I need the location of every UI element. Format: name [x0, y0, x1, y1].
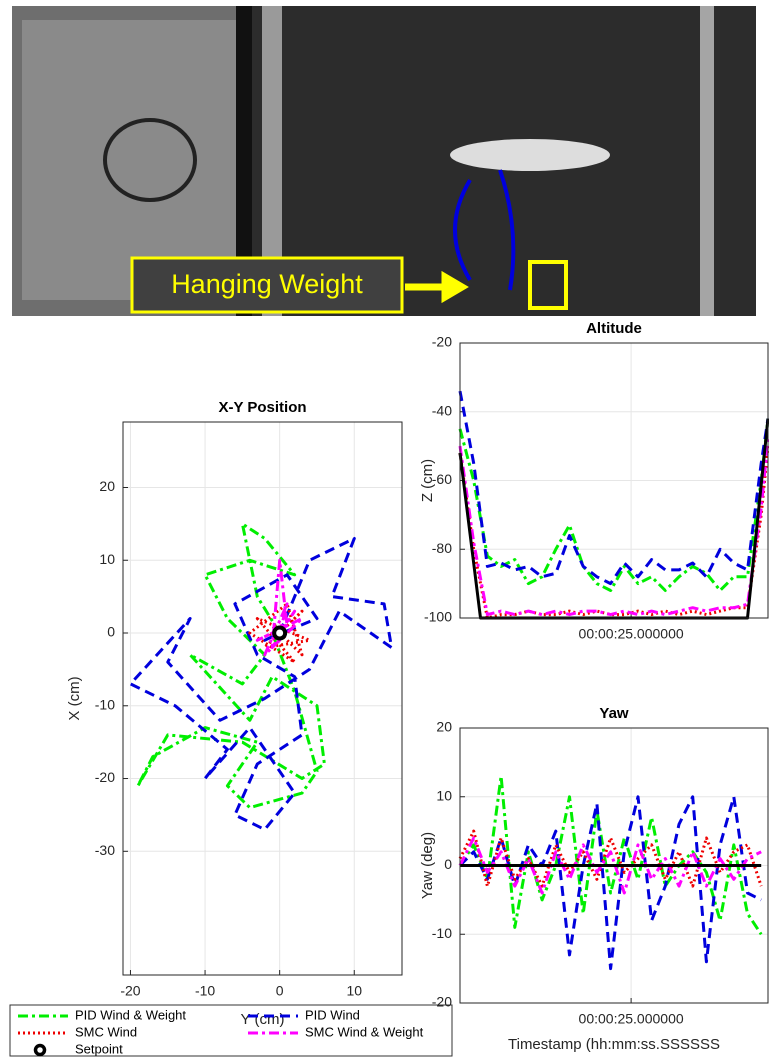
- photo: Hanging Weight: [12, 6, 756, 316]
- x-tick-label: 00:00:25.000000: [579, 626, 684, 642]
- figure: Hanging Weight -30-20-1001020-20-10010X-…: [0, 0, 769, 1058]
- legend-label: SMC Wind & Weight: [305, 1024, 424, 1039]
- y-tick-label: 0: [444, 856, 452, 872]
- y-tick-label: -20: [432, 994, 452, 1010]
- y-tick-label: -10: [95, 696, 115, 712]
- y-tick-label: -20: [432, 334, 452, 350]
- y-tick-label: -40: [432, 402, 452, 418]
- y-tick-label: -80: [432, 540, 452, 556]
- legend-label: PID Wind: [305, 1007, 360, 1022]
- x-axis-label: Timestamp (hh:mm:ss.SSSSSS: [508, 1036, 720, 1053]
- legend-label: SMC Wind: [75, 1024, 137, 1039]
- x-tick-label: -20: [120, 983, 140, 999]
- y-tick-label: -20: [95, 769, 115, 785]
- x-tick-label: 10: [346, 983, 362, 999]
- y-tick-label: 10: [436, 787, 452, 803]
- y-tick-label: 20: [436, 719, 452, 735]
- chart-title: Altitude: [586, 320, 642, 337]
- y-axis-label: Z (cm): [419, 459, 436, 502]
- y-tick-label: 20: [99, 478, 115, 494]
- chart-title: X-Y Position: [218, 399, 306, 416]
- x-tick-label: 00:00:25.000000: [579, 1011, 684, 1027]
- legend-label: PID Wind & Weight: [75, 1007, 186, 1022]
- y-tick-label: -30: [95, 842, 115, 858]
- y-tick-label: -100: [424, 609, 452, 625]
- x-tick-label: 0: [276, 983, 284, 999]
- y-tick-label: 0: [107, 624, 115, 640]
- y-tick-label: -10: [432, 925, 452, 941]
- x-axis-label: Y (cm): [241, 1011, 285, 1028]
- x-tick-label: -10: [195, 983, 215, 999]
- chart-title: Yaw: [599, 705, 629, 722]
- drone-side: [450, 139, 610, 171]
- photo-label: Hanging Weight: [171, 269, 363, 299]
- setpoint-marker: [274, 628, 285, 639]
- legend-label: Setpoint: [75, 1041, 123, 1056]
- y-axis-label: Yaw (deg): [419, 832, 436, 899]
- y-axis-label: X (cm): [66, 676, 83, 720]
- legend-marker: [36, 1046, 45, 1055]
- y-tick-label: 10: [99, 551, 115, 567]
- frame-post: [700, 6, 714, 316]
